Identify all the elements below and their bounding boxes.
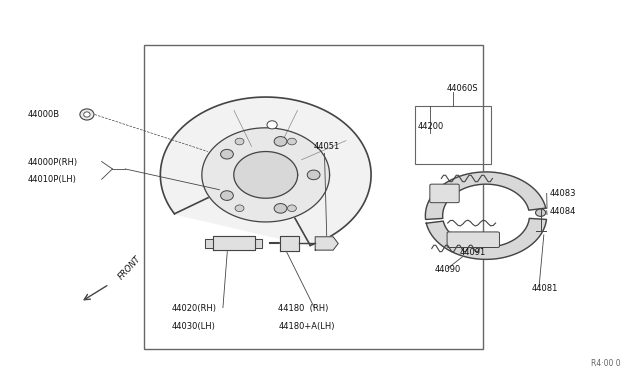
Ellipse shape <box>536 209 546 217</box>
Ellipse shape <box>274 137 287 146</box>
Ellipse shape <box>267 121 277 129</box>
Text: 44180  (RH): 44180 (RH) <box>278 304 329 313</box>
Ellipse shape <box>307 170 320 180</box>
Polygon shape <box>255 239 262 248</box>
Polygon shape <box>202 128 330 222</box>
Text: 44051: 44051 <box>314 142 340 151</box>
Ellipse shape <box>221 191 234 201</box>
Text: 44060S: 44060S <box>447 84 478 93</box>
Text: 44020(RH): 44020(RH) <box>172 304 217 313</box>
Ellipse shape <box>235 205 244 212</box>
Text: 44010P(LH): 44010P(LH) <box>28 175 76 184</box>
Text: 44180+A(LH): 44180+A(LH) <box>278 322 335 331</box>
Polygon shape <box>161 97 371 246</box>
Bar <box>415 106 491 164</box>
Polygon shape <box>213 236 255 250</box>
Text: R4·00 0: R4·00 0 <box>591 359 620 368</box>
Polygon shape <box>205 239 213 248</box>
Ellipse shape <box>287 205 296 212</box>
Bar <box>145 45 483 349</box>
Text: 44090: 44090 <box>435 265 461 274</box>
Text: 44200: 44200 <box>418 122 444 131</box>
FancyBboxPatch shape <box>430 184 460 203</box>
Text: FRONT: FRONT <box>117 254 143 282</box>
Ellipse shape <box>80 109 94 120</box>
Polygon shape <box>426 172 546 219</box>
Ellipse shape <box>235 138 244 145</box>
Polygon shape <box>426 218 547 259</box>
Text: 44000B: 44000B <box>28 110 60 119</box>
Ellipse shape <box>84 112 90 117</box>
Ellipse shape <box>287 138 296 145</box>
Text: 44030(LH): 44030(LH) <box>172 322 216 331</box>
Text: 44091: 44091 <box>460 247 486 257</box>
Polygon shape <box>234 151 298 198</box>
Ellipse shape <box>274 203 287 213</box>
Ellipse shape <box>221 150 234 159</box>
Text: 44000P(RH): 44000P(RH) <box>28 157 77 167</box>
Polygon shape <box>316 237 338 250</box>
Polygon shape <box>280 236 300 251</box>
FancyBboxPatch shape <box>447 232 499 247</box>
Text: 44084: 44084 <box>550 207 576 216</box>
Text: 44083: 44083 <box>550 189 577 198</box>
Text: 44081: 44081 <box>532 283 558 292</box>
